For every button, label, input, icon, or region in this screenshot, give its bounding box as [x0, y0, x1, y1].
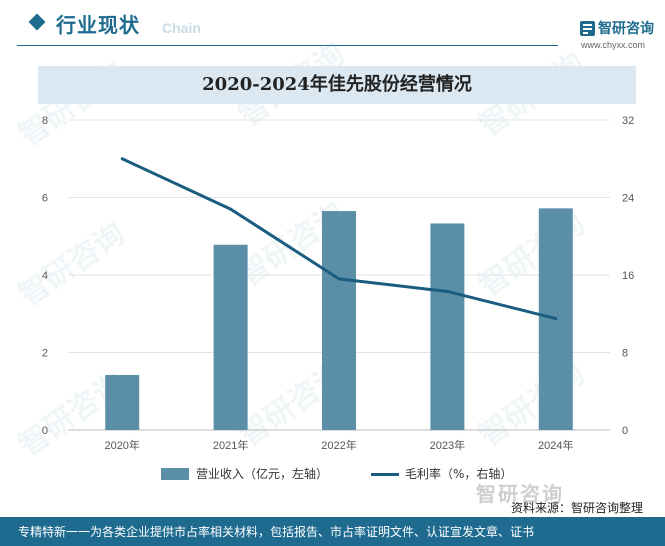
bar — [213, 244, 248, 430]
y-left-tick-label: 2 — [42, 348, 48, 360]
x-tick-label: 2020年 — [104, 438, 139, 452]
line-point — [445, 289, 449, 293]
y-right-tick-label: 24 — [622, 193, 634, 205]
y-left-tick-label: 6 — [42, 193, 48, 205]
bar — [105, 374, 140, 430]
brand-url: www.chyxx.com — [581, 40, 646, 50]
header-divider — [17, 45, 558, 46]
y-right-tick-label: 32 — [622, 115, 634, 127]
chart-title: 2020-2024年佳先股份经营情况 — [202, 74, 472, 95]
x-tick-label: 2021年 — [213, 438, 248, 452]
bar — [430, 223, 465, 430]
y-left-tick-label: 8 — [42, 115, 48, 127]
y-right-tick-label: 0 — [622, 425, 628, 437]
line-point — [554, 317, 558, 321]
x-tick-label: 2023年 — [430, 438, 465, 452]
y-left-tick-label: 4 — [42, 270, 48, 282]
chart-title-box: 2020-2024年佳先股份经营情况 — [38, 66, 636, 104]
legend-label-margin: 毛利率（%，右轴） — [405, 467, 513, 481]
x-tick-label: 2024年 — [538, 438, 573, 452]
source-note: 资料来源：智研咨询整理 — [511, 501, 644, 515]
section-subtitle: Chain — [162, 20, 201, 36]
line-point — [229, 207, 233, 211]
y-right-tick-label: 8 — [622, 348, 628, 360]
footer-text: 专精特新一一为各类企业提供市占率相关材料，包括报告、市占率证明文件、认证宣发文章… — [18, 525, 535, 539]
line-point — [337, 277, 341, 281]
line-point — [120, 157, 124, 161]
y-right-tick-label: 16 — [622, 270, 634, 282]
bar — [322, 211, 356, 430]
legend-bar-swatch — [161, 468, 189, 480]
x-tick-label: 2022年 — [321, 438, 356, 452]
section-title: 行业现状 — [56, 13, 140, 37]
brand-logo-icon — [580, 21, 595, 36]
bottom-logo: 智研咨询 — [476, 482, 564, 506]
y-left-tick-label: 0 — [42, 425, 48, 437]
section-header: 行业现状 Chain 智研咨询 www.chyxx.com — [0, 0, 665, 50]
legend-label-revenue: 营业收入（亿元，左轴） — [196, 467, 329, 481]
legend-line-swatch — [371, 473, 399, 476]
brand-name: 智研咨询 — [598, 21, 654, 37]
footer-bar: 专精特新一一为各类企业提供市占率相关材料，包括报告、市占率证明文件、认证宣发文章… — [0, 517, 665, 546]
